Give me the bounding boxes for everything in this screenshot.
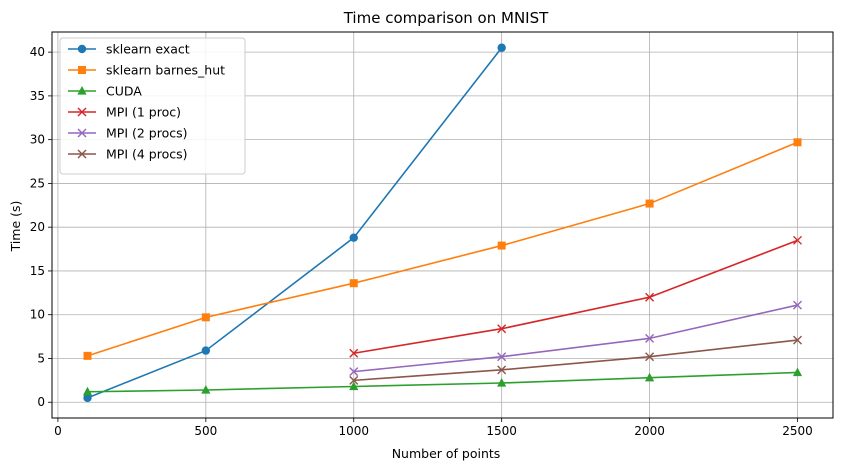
- data-point: [497, 377, 507, 387]
- y-tick-label: 5: [37, 351, 45, 365]
- data-point: [349, 375, 359, 385]
- x-tick-label: 1000: [338, 424, 369, 438]
- x-tick-label: 2500: [782, 424, 813, 438]
- series-line: [87, 371, 798, 393]
- x-tick-label: 1500: [486, 424, 517, 438]
- data-point: [349, 381, 359, 391]
- marker-stroke: [77, 128, 87, 138]
- data-point: [793, 335, 802, 345]
- legend: sklearn exact sklearn barnes_hut CUDA MPI (…: [59, 37, 246, 175]
- data-point: [497, 352, 507, 362]
- data-point: [349, 348, 359, 358]
- series-sklearn-exact: [83, 43, 506, 403]
- marker-stroke: [793, 300, 802, 310]
- marker-stroke: [645, 292, 655, 302]
- data-point: [645, 199, 654, 208]
- legend-label: MPI (4 procs): [106, 147, 188, 162]
- series-line: [87, 47, 503, 399]
- data-point: [201, 346, 211, 355]
- series-mpi-2-procs: [349, 300, 802, 377]
- legend-label: MPI (2 procs): [106, 126, 188, 141]
- marker-stroke: [793, 335, 802, 345]
- x-axis-label: Number of points: [392, 446, 501, 461]
- marker-stroke: [77, 149, 87, 159]
- data-point: [497, 324, 507, 334]
- data-point: [349, 367, 359, 377]
- grid-lines: [52, 32, 833, 418]
- y-tick-label: 15: [30, 264, 45, 278]
- data-point: [83, 351, 92, 360]
- data-point: [201, 313, 210, 322]
- series-line: [353, 239, 798, 355]
- series-line: [353, 304, 798, 373]
- series-line: [353, 339, 798, 382]
- plot-frame: [51, 31, 834, 419]
- marker-stroke: [497, 352, 507, 362]
- series-layer: [82, 43, 803, 403]
- marker-stroke: [349, 348, 359, 358]
- legend-marker: [77, 149, 87, 159]
- legend-box: [59, 37, 246, 175]
- marker-stroke: [349, 375, 359, 385]
- data-point: [644, 372, 655, 382]
- legend-item: MPI (2 procs): [68, 126, 188, 141]
- legend-marker: [77, 44, 87, 54]
- data-point: [349, 279, 358, 288]
- marker-stroke: [645, 352, 655, 362]
- y-axis-label: Time (s): [8, 201, 23, 253]
- marker-stroke: [349, 367, 359, 377]
- data-point: [497, 365, 507, 375]
- data-point: [792, 367, 803, 377]
- legend-item: sklearn barnes_hut: [68, 63, 225, 78]
- marker-stroke: [793, 235, 802, 245]
- series-cuda: [82, 367, 803, 396]
- legend-item: sklearn exact: [68, 42, 190, 57]
- axis-ticks: 0 500 1000 1500 2000 2500 0 5 10 15 20 25 30 35 40: [30, 45, 813, 438]
- data-point: [645, 292, 655, 302]
- series-mpi-1-proc: [349, 235, 802, 358]
- legend-label: MPI (1 proc): [106, 105, 181, 120]
- legend-marker: [77, 128, 87, 138]
- marker-stroke: [497, 365, 507, 375]
- legend-item: MPI (4 procs): [68, 147, 188, 162]
- chart-title: Time comparison on MNIST: [343, 9, 549, 27]
- series-mpi-4-procs: [349, 335, 802, 385]
- legend-item: CUDA: [68, 84, 142, 99]
- data-point: [793, 235, 802, 245]
- legend-marker: [77, 107, 87, 117]
- y-tick-label: 10: [30, 308, 45, 322]
- series-line: [87, 141, 798, 357]
- data-point: [82, 386, 93, 396]
- data-point: [793, 300, 802, 310]
- marker-stroke: [497, 324, 507, 334]
- y-tick-label: 30: [30, 133, 45, 147]
- data-point: [497, 43, 506, 52]
- y-tick-label: 20: [30, 220, 45, 234]
- x-tick-label: 2000: [634, 424, 665, 438]
- y-tick-label: 25: [30, 176, 45, 190]
- legend-label: sklearn exact: [106, 42, 190, 57]
- marker-stroke: [645, 333, 655, 343]
- data-point: [83, 393, 92, 403]
- marker-stroke: [77, 107, 87, 117]
- legend-label: sklearn barnes_hut: [106, 63, 225, 78]
- data-point: [201, 384, 211, 394]
- legend-marker: [78, 66, 86, 74]
- x-tick-label: 500: [194, 424, 217, 438]
- data-point: [645, 352, 655, 362]
- data-point: [349, 233, 358, 242]
- legend-label: CUDA: [106, 84, 142, 99]
- y-tick-label: 40: [30, 45, 45, 59]
- legend-item: MPI (1 proc): [68, 105, 181, 120]
- legend-marker: [77, 86, 87, 95]
- data-point: [793, 138, 802, 147]
- x-tick-label: 0: [54, 424, 62, 438]
- data-point: [497, 241, 506, 250]
- series-sklearn-barnes-hut: [83, 138, 802, 360]
- y-tick-label: 35: [30, 89, 45, 103]
- data-point: [645, 333, 655, 343]
- y-tick-label: 0: [37, 395, 45, 409]
